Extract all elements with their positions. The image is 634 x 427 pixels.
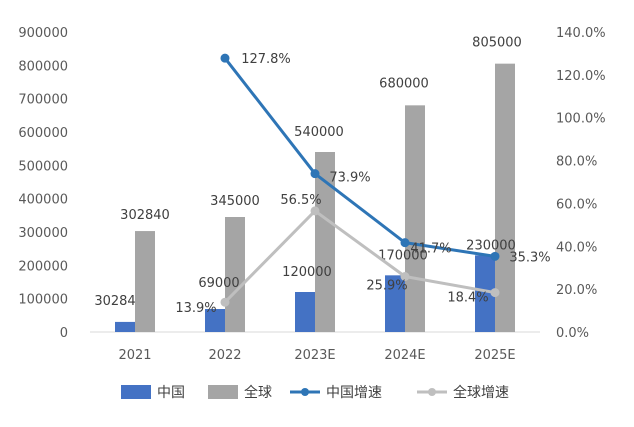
y-left-tick-label: 600000 xyxy=(18,126,68,141)
line-global-growth xyxy=(223,209,496,304)
data-label-global: 680000 xyxy=(379,76,429,91)
point-china-growth xyxy=(400,238,410,248)
x-tick-label: 2024E xyxy=(384,348,425,363)
legend-swatch xyxy=(121,385,151,399)
data-label-china-growth: 73.9% xyxy=(329,171,370,186)
x-tick-label: 2021 xyxy=(118,348,151,363)
data-label-china-growth: 41.7% xyxy=(410,242,451,257)
bar-global xyxy=(405,105,425,332)
legend-swatch xyxy=(208,385,238,399)
data-label-china: 230000 xyxy=(466,238,516,253)
point-china-growth xyxy=(310,169,320,179)
y-left-tick-label: 0 xyxy=(60,326,68,341)
x-tick-label: 2023E xyxy=(294,348,335,363)
point-global-growth xyxy=(400,272,410,281)
data-label-china-growth: 35.3% xyxy=(509,250,550,265)
y-right-tick-label: 20.0% xyxy=(556,283,597,298)
data-label-china-growth: 127.8% xyxy=(241,52,291,67)
x-tick-label: 2022 xyxy=(208,348,241,363)
data-label-china: 120000 xyxy=(282,265,332,280)
bar-china xyxy=(475,255,495,332)
line-china-growth xyxy=(223,57,496,258)
y-right-tick-label: 80.0% xyxy=(556,155,597,170)
data-label-global-growth: 13.9% xyxy=(175,301,216,316)
y-left-tick-label: 100000 xyxy=(18,293,68,308)
point-china-growth xyxy=(220,53,230,63)
point-global-growth xyxy=(220,297,230,307)
bar-china xyxy=(295,292,315,332)
data-label-global: 345000 xyxy=(210,194,260,209)
y-left-tick-label: 400000 xyxy=(18,193,68,208)
legend-marker xyxy=(428,388,436,396)
data-label-global: 302840 xyxy=(120,208,170,223)
bar-global xyxy=(495,63,515,333)
y-left-tick-label: 900000 xyxy=(18,26,68,41)
legend-marker xyxy=(301,388,309,396)
y-left-tick-label: 800000 xyxy=(18,59,68,74)
bar-china xyxy=(205,309,225,332)
legend-label: 中国增速 xyxy=(326,385,382,401)
y-left-tick-label: 700000 xyxy=(18,93,68,108)
y-left-tick-label: 500000 xyxy=(18,159,68,174)
y-left-tick-label: 200000 xyxy=(18,259,68,274)
data-label-global-growth: 25.9% xyxy=(366,279,407,294)
data-label-global: 540000 xyxy=(294,125,344,140)
data-label-china: 170000 xyxy=(378,248,428,263)
y-right-tick-label: 40.0% xyxy=(556,240,597,255)
y-right-tick-label: 120.0% xyxy=(556,69,606,84)
y-left-tick-label: 300000 xyxy=(18,226,68,241)
y-right-tick-label: 140.0% xyxy=(556,26,606,41)
data-label-china: 30284 xyxy=(94,294,135,309)
data-label-global-growth: 56.5% xyxy=(280,193,321,208)
legend-label: 全球 xyxy=(244,384,272,401)
bar-global xyxy=(135,231,155,332)
data-label-global-growth: 18.4% xyxy=(447,291,488,306)
y-right-tick-label: 60.0% xyxy=(556,197,597,212)
bar-global xyxy=(225,217,245,332)
data-label-china: 69000 xyxy=(198,276,239,291)
bar-global xyxy=(315,152,335,332)
y-right-tick-label: 0.0% xyxy=(556,326,589,341)
bar-china xyxy=(115,321,135,332)
point-china-growth xyxy=(490,251,500,261)
legend-label: 全球增速 xyxy=(453,384,509,401)
x-tick-label: 2025E xyxy=(474,348,515,363)
legend-label: 中国 xyxy=(157,385,185,401)
y-right-tick-label: 100.0% xyxy=(556,112,606,127)
point-global-growth xyxy=(310,206,320,216)
bar-china xyxy=(385,275,405,332)
point-global-growth xyxy=(490,288,500,298)
data-label-global: 805000 xyxy=(472,36,522,51)
